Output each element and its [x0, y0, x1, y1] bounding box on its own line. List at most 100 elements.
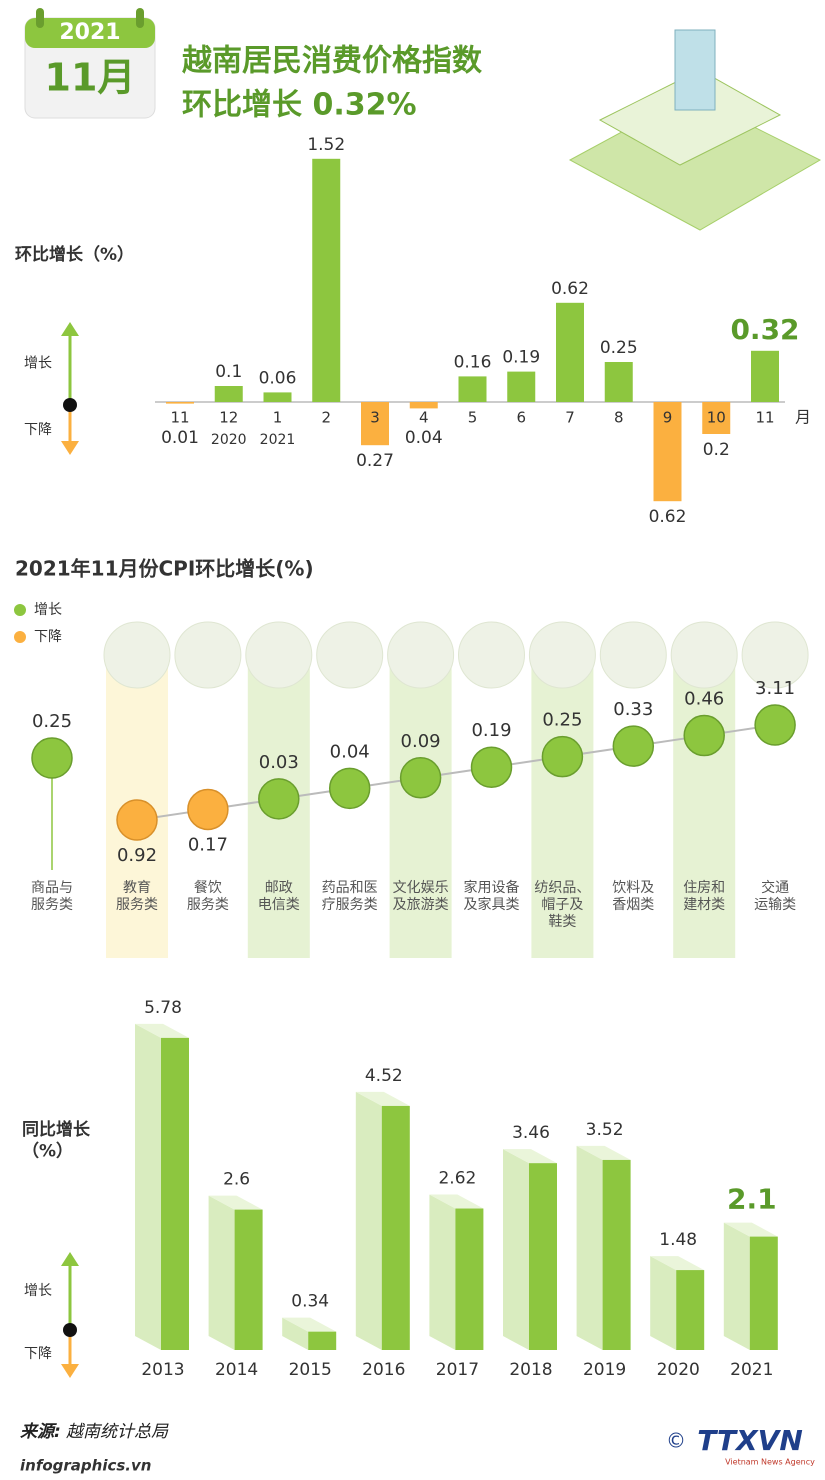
bar-top [650, 1256, 705, 1271]
value-label: 2.62 [438, 1169, 476, 1189]
bar-top [355, 1091, 410, 1106]
calendar-ring [136, 8, 144, 28]
value-label: 0.17 [188, 834, 228, 855]
bar [702, 402, 731, 434]
value-label: 0.03 [259, 752, 299, 773]
dot [116, 799, 158, 841]
legend-arrow [61, 322, 79, 336]
bar [458, 376, 487, 402]
icon [528, 621, 596, 689]
bar-top [208, 1195, 263, 1210]
chart-title: 2021年11月份CPI环比增长(%) [15, 557, 314, 581]
dot [328, 767, 371, 810]
category-label: 饮料及 香烟类 [612, 880, 655, 913]
icon [458, 621, 525, 689]
connector [136, 724, 776, 821]
category-label: 药品和医 疗服务类 [321, 880, 378, 913]
dot [470, 746, 513, 788]
value-label: 0.34 [291, 1292, 329, 1312]
value-label: 3.52 [586, 1120, 624, 1140]
legend-dot [63, 1323, 77, 1337]
calendar-month: 11月 [45, 56, 136, 100]
bar-top [429, 1194, 484, 1209]
bar [507, 371, 536, 402]
category-label: 教育 服务类 [116, 880, 158, 913]
bar-side [135, 1023, 161, 1350]
value-label: 0.46 [684, 689, 724, 710]
year-label: 2021 [260, 432, 296, 448]
x-tick-label: 2016 [362, 1360, 405, 1380]
x-tick-label: 2018 [509, 1360, 552, 1380]
bar-side [723, 1222, 750, 1350]
value-label: 0.06 [259, 368, 297, 388]
source: 越南统计总局 [66, 1422, 169, 1442]
bar [312, 158, 341, 402]
legend-label: 增长 [24, 356, 52, 372]
bar-side [576, 1145, 603, 1350]
bar [361, 402, 389, 446]
y-axis-label: 同比增长（%） [22, 1119, 91, 1161]
bar-top [503, 1149, 557, 1164]
bar [749, 1236, 778, 1350]
x-tick-label: 2021 [730, 1360, 773, 1380]
bar [455, 1208, 484, 1350]
x-tick-label: 6 [516, 409, 526, 427]
category-label: 商品与 服务类 [31, 880, 73, 913]
dot [683, 714, 725, 757]
value-label: 0.2 [703, 440, 730, 460]
bar-side [208, 1195, 235, 1350]
highlight-band [531, 650, 594, 958]
value-label: 0.25 [32, 711, 72, 732]
bar [409, 402, 438, 409]
value-label: 0.62 [649, 507, 687, 527]
bar-side [650, 1256, 677, 1350]
x-tick-label: 3 [370, 409, 380, 427]
bar [263, 392, 292, 402]
category-label: 交通 运输类 [754, 880, 797, 913]
x-tick-label: 11 [755, 409, 774, 427]
legend-label: 下降 [34, 629, 62, 645]
bar [604, 362, 633, 402]
value-label: 0.32 [730, 313, 799, 346]
value-label: 1.52 [307, 135, 345, 155]
value-label: 5.78 [144, 998, 182, 1018]
bar [234, 1209, 263, 1350]
legend-label: 增长 [34, 602, 62, 618]
copyright: © [666, 1429, 686, 1453]
dot [187, 788, 229, 831]
x-tick-label: 10 [707, 409, 726, 427]
value-label: 0.25 [600, 338, 638, 358]
bar-side [429, 1194, 456, 1350]
dot [399, 757, 442, 799]
x-tick-label: 2013 [141, 1360, 184, 1380]
dot [612, 725, 655, 767]
bar [166, 402, 194, 404]
legend-label: 下降 [24, 1346, 52, 1362]
value-label: 2.1 [727, 1183, 777, 1216]
value-label: 0.04 [405, 428, 443, 448]
x-tick-label: 1 [273, 409, 283, 427]
legend-arrow [61, 1364, 79, 1378]
dot [754, 704, 796, 746]
bar-top [282, 1317, 337, 1332]
icon [245, 621, 313, 689]
calendar-ring [36, 8, 44, 28]
value-label: 0.1 [215, 362, 242, 382]
bar-top [723, 1222, 778, 1237]
legend-label: 增长 [24, 1283, 52, 1299]
value-label: 0.19 [471, 720, 511, 741]
icon [103, 621, 171, 689]
x-tick-label: 2019 [583, 1360, 626, 1380]
x-tick-label: 2015 [289, 1360, 332, 1380]
value-label: 0.19 [502, 348, 540, 368]
calendar-year: 2021 [59, 20, 120, 45]
bar-top [135, 1023, 189, 1038]
value-label: 0.25 [542, 710, 582, 731]
dot [31, 737, 73, 779]
x-tick-label: 2020 [657, 1360, 700, 1380]
icon [599, 621, 667, 689]
highlight-band [673, 650, 736, 958]
bar [308, 1331, 337, 1350]
